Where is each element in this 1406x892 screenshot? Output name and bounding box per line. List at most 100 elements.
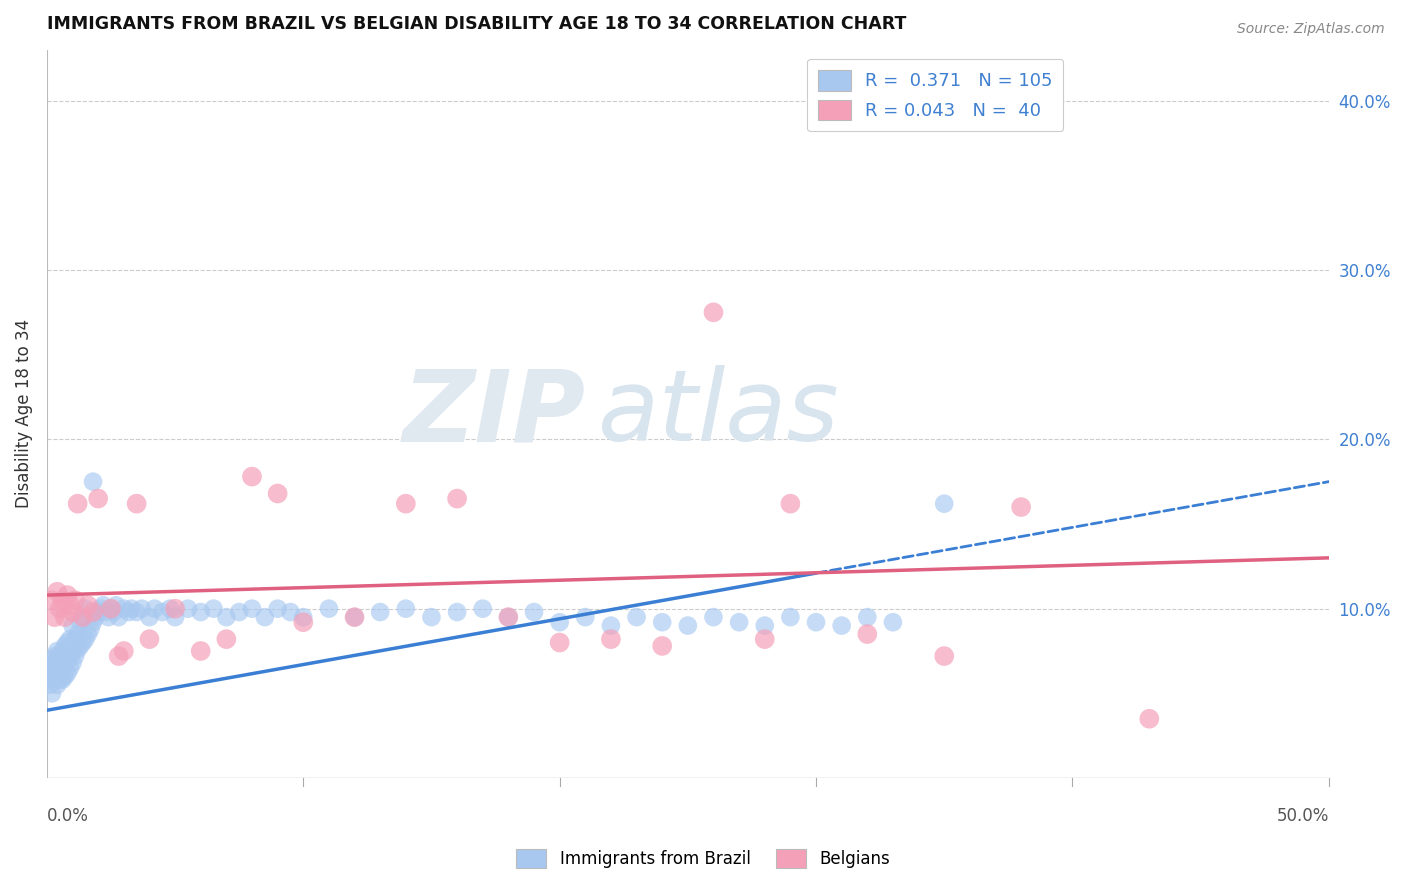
Point — [51, 593, 73, 607]
Point — [82, 615, 104, 630]
Point — [280, 605, 302, 619]
Point — [121, 601, 143, 615]
Point — [48, 669, 70, 683]
Point — [651, 639, 673, 653]
Point — [548, 615, 571, 630]
Point — [97, 610, 120, 624]
Point — [44, 649, 66, 664]
Point — [1010, 500, 1032, 514]
Point — [62, 656, 84, 670]
Point — [856, 627, 879, 641]
Point — [56, 652, 79, 666]
Point — [48, 673, 70, 687]
Point — [100, 601, 122, 615]
Point — [177, 601, 200, 615]
Point — [38, 678, 60, 692]
Point — [446, 491, 468, 506]
Point — [87, 491, 110, 506]
Point — [51, 669, 73, 683]
Point — [59, 632, 82, 647]
Text: Source: ZipAtlas.com: Source: ZipAtlas.com — [1237, 22, 1385, 37]
Point — [498, 610, 520, 624]
Legend: Immigrants from Brazil, Belgians: Immigrants from Brazil, Belgians — [510, 842, 896, 875]
Point — [165, 601, 187, 615]
Point — [46, 584, 69, 599]
Point — [150, 605, 173, 619]
Point — [574, 610, 596, 624]
Point — [53, 639, 76, 653]
Point — [51, 644, 73, 658]
Point — [59, 599, 82, 613]
Point — [131, 601, 153, 615]
Point — [831, 618, 853, 632]
Point — [46, 644, 69, 658]
Point — [934, 497, 956, 511]
Point — [82, 475, 104, 489]
Point — [471, 601, 494, 615]
Point — [934, 649, 956, 664]
Point — [266, 601, 288, 615]
Point — [62, 618, 84, 632]
Point — [53, 661, 76, 675]
Legend: R =  0.371   N = 105, R = 0.043   N =  40: R = 0.371 N = 105, R = 0.043 N = 40 — [807, 59, 1063, 131]
Point — [702, 610, 724, 624]
Point — [138, 610, 160, 624]
Point — [56, 635, 79, 649]
Point — [138, 632, 160, 647]
Point — [75, 601, 97, 615]
Point — [91, 599, 114, 613]
Point — [63, 632, 86, 647]
Point — [62, 644, 84, 658]
Point — [79, 622, 101, 636]
Point — [118, 605, 141, 619]
Point — [53, 669, 76, 683]
Point — [48, 649, 70, 664]
Point — [395, 601, 418, 615]
Point — [66, 642, 89, 657]
Point — [728, 615, 751, 630]
Point — [38, 669, 60, 683]
Point — [105, 599, 128, 613]
Point — [395, 497, 418, 511]
Point — [66, 497, 89, 511]
Point — [446, 605, 468, 619]
Point — [66, 627, 89, 641]
Point — [266, 486, 288, 500]
Point — [69, 615, 91, 630]
Point — [240, 601, 263, 615]
Text: atlas: atlas — [598, 366, 839, 462]
Point — [56, 666, 79, 681]
Point — [779, 610, 801, 624]
Point — [215, 610, 238, 624]
Point — [59, 649, 82, 664]
Point — [125, 497, 148, 511]
Point — [292, 615, 315, 630]
Point — [292, 610, 315, 624]
Point — [62, 605, 84, 619]
Point — [253, 610, 276, 624]
Point — [103, 605, 125, 619]
Point — [856, 610, 879, 624]
Point — [48, 652, 70, 666]
Point — [48, 601, 70, 615]
Point — [112, 644, 135, 658]
Point — [100, 601, 122, 615]
Point — [44, 661, 66, 675]
Point — [190, 644, 212, 658]
Point — [143, 601, 166, 615]
Point — [77, 599, 100, 613]
Point — [48, 661, 70, 675]
Point — [41, 593, 63, 607]
Text: 50.0%: 50.0% — [1277, 807, 1329, 825]
Point — [75, 632, 97, 647]
Text: IMMIGRANTS FROM BRAZIL VS BELGIAN DISABILITY AGE 18 TO 34 CORRELATION CHART: IMMIGRANTS FROM BRAZIL VS BELGIAN DISABI… — [46, 15, 907, 33]
Point — [77, 627, 100, 641]
Point — [165, 610, 187, 624]
Point — [318, 601, 340, 615]
Point — [107, 649, 129, 664]
Point — [626, 610, 648, 624]
Point — [56, 588, 79, 602]
Point — [1137, 712, 1160, 726]
Point — [676, 618, 699, 632]
Point — [72, 610, 94, 624]
